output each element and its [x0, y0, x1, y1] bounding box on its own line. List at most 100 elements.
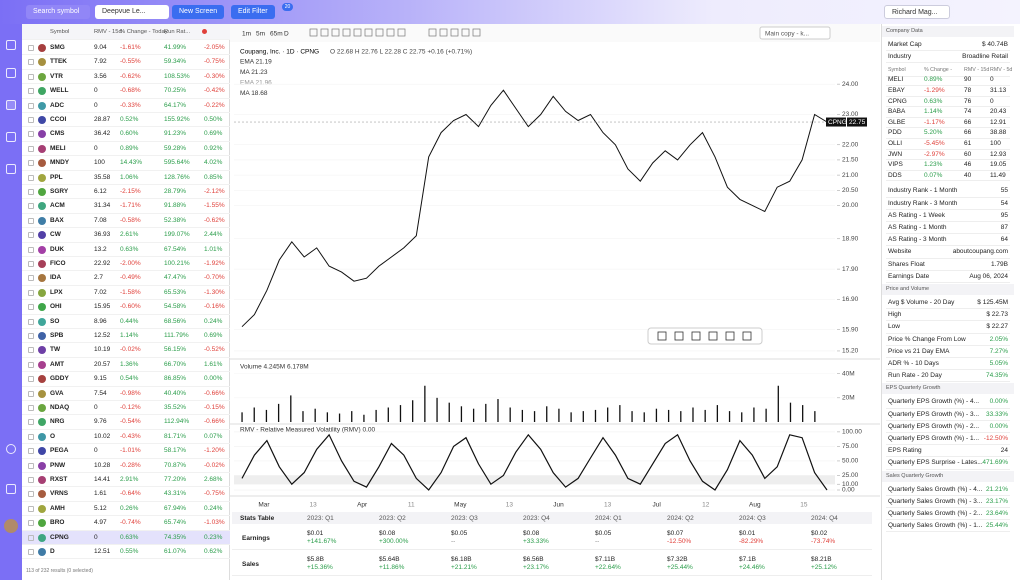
cell: ADC: [50, 101, 65, 109]
watchlist-row[interactable]: CW 36.93 2.61% 199.07% 2.44%: [22, 228, 230, 243]
drawing-tool: [657, 331, 667, 341]
watchlist-row[interactable]: WELL 0 -0.68% 70.25% -0.42%: [22, 84, 230, 99]
watchlist-row[interactable]: CMS 36.42 0.60% 91.23% 0.69%: [22, 127, 230, 142]
logo: [38, 58, 46, 67]
checkbox: [28, 491, 34, 498]
stats-value: $0.08: [523, 530, 540, 537]
cell: 81.71%: [164, 432, 187, 440]
watchlist-row[interactable]: IDA 2.7 -0.49% 47.47% -0.70%: [22, 271, 230, 286]
x-tick-label: 12: [702, 502, 710, 509]
nav-icon[interactable]: [6, 164, 16, 174]
cell: SO: [50, 317, 60, 325]
cell: -1.61%: [120, 44, 141, 51]
watchlist-select[interactable]: Deepvue Le...: [95, 5, 169, 19]
watchlist-row[interactable]: NRG 9.76 -0.54% 112.94% -0.66%: [22, 415, 230, 430]
watchlist-row[interactable]: LPX 7.02 -1.58% 65.53% -1.30%: [22, 286, 230, 301]
watchlist-row[interactable]: DUK 13.2 0.63% 67.54% 1.01%: [22, 243, 230, 257]
cell: 4.97: [94, 519, 107, 527]
cell: 65.74%: [164, 519, 187, 527]
watchlist-row[interactable]: ADC 0 -0.33% 64.17% -0.22%: [22, 99, 230, 113]
watchlist-row[interactable]: BRO 4.97 -0.74% 65.74% -1.03%: [22, 516, 230, 531]
cell: -2.15%: [120, 188, 141, 195]
nav-icon[interactable]: [6, 68, 16, 78]
nav-icon[interactable]: [6, 132, 16, 142]
watchlist-row[interactable]: VRNS 1.61 -0.64% 43.31% -0.75%: [22, 487, 230, 502]
stats-value: $0.02: [811, 530, 828, 537]
logo: [38, 202, 46, 211]
volume-bar: [607, 407, 609, 422]
watchlist-row[interactable]: MELI 0 0.89% 59.28% 0.92%: [22, 142, 230, 157]
stats-change: +141.67%: [307, 538, 337, 545]
logo: [38, 360, 46, 369]
cell: -1.03%: [204, 519, 225, 527]
new-screen-button[interactable]: New Screen: [172, 5, 225, 19]
watchlist-row[interactable]: D 12.51 0.55% 61.07% 0.62%: [22, 545, 230, 560]
cell: -2.05%: [204, 44, 225, 51]
cell: 0.63%: [120, 533, 139, 541]
watchlist-row[interactable]: PEGA 0 -1.01% 58.17% -1.20%: [22, 444, 230, 459]
logo: [38, 375, 46, 384]
watchlist-row[interactable]: FICO 22.92 -2.00% 100.21% -1.92%: [22, 257, 230, 272]
watchlist-row[interactable]: TW 10.19 -0.02% 56.15% -0.52%: [22, 343, 230, 358]
logo: [38, 274, 46, 283]
kv-row: Quarterly EPS Growth (%) - 4... 0.00%: [886, 396, 1010, 409]
watchlist-row[interactable]: TTEK 7.92 -0.55% 59.34% -0.75%: [22, 55, 230, 70]
watchlist-row[interactable]: SPB 12.52 1.14% 111.79% 0.69%: [22, 329, 230, 344]
stats-change: --: [451, 538, 456, 545]
search-box[interactable]: Search symbol: [26, 5, 90, 19]
watchlist-row[interactable]: GDDY 9.15 0.54% 86.85% 0.00%: [22, 372, 230, 387]
peer-cell: 0: [990, 97, 994, 105]
kv-label: AS Rating - 1 Month: [888, 224, 947, 231]
logo: [38, 504, 46, 513]
cell: 0.24%: [204, 504, 223, 512]
cell: 10.28: [94, 461, 111, 469]
stats-change: +300.00%: [379, 538, 409, 545]
peer-row: PDD 5.20% 66 38.88: [886, 128, 1010, 139]
logo: [38, 317, 46, 326]
drawing-toolbar: [647, 327, 763, 345]
cell: 2.7: [94, 274, 104, 282]
volume-bar: [546, 406, 548, 422]
edit-filter-button[interactable]: Edit Filter: [231, 5, 275, 19]
avatar[interactable]: [4, 519, 18, 533]
watchlist-row[interactable]: AMT 20.57 1.36% 66.70% 1.61%: [22, 358, 230, 373]
cell: 54.58%: [164, 303, 187, 311]
watchlist-row[interactable]: SMG 9.04 -1.61% 41.99% -2.05%: [22, 41, 230, 56]
watchlist-row[interactable]: MNDY 100 14.43% 595.64% 4.02%: [22, 156, 230, 171]
watchlist-row[interactable]: AMH 5.12 0.26% 67.94% 0.24%: [22, 502, 230, 517]
watchlist-row[interactable]: CPNG 0 0.63% 74.35% 0.23%: [22, 530, 230, 545]
watchlist-row[interactable]: SO 8.96 0.44% 68.56% 0.24%: [22, 315, 230, 329]
kv-label: Quarterly Sales Growth (%) - 2...: [888, 510, 983, 517]
watchlist-row[interactable]: GVA 7.54 -0.98% 40.40% -0.66%: [22, 387, 230, 401]
watchlist-row[interactable]: NDAQ 0 -0.12% 35.52% -0.15%: [22, 401, 230, 416]
checkbox: [28, 246, 34, 253]
watchlist-row[interactable]: SGRY 6.12 -2.15% 28.79% -2.12%: [22, 185, 230, 200]
timeframe: 5m: [256, 31, 265, 38]
cell: 0: [94, 404, 98, 411]
tool-icon: [342, 28, 351, 37]
y-tick-label: 21.00: [842, 172, 859, 179]
help-icon[interactable]: [6, 444, 16, 454]
watchlist-row[interactable]: RXST 14.41 2.91% 77.20% 2.68%: [22, 473, 230, 488]
watchlist-row[interactable]: O 10.02 -0.43% 81.71% 0.07%: [22, 430, 230, 445]
watchlist-row[interactable]: VTR 3.56 -0.62% 108.53% -0.30%: [22, 70, 230, 85]
kv-row: Run Rate - 20 Day 74.35%: [886, 370, 1010, 383]
logo: [38, 173, 46, 182]
stats-column: 2023: Q4: [523, 515, 550, 522]
watchlist-row[interactable]: PNW 10.28 -0.28% 70.87% -0.02%: [22, 459, 230, 473]
volume-bar: [302, 411, 304, 422]
settings-icon[interactable]: [6, 484, 16, 494]
watchlist-row[interactable]: BAX 7.08 -0.58% 52.38% -0.62%: [22, 214, 230, 229]
cell: 28.79%: [164, 188, 187, 195]
kv-row: Industry Rank - 3 Month 54: [886, 198, 1010, 210]
watchlist-row[interactable]: CCOI 28.87 0.52% 155.92% 0.50%: [22, 113, 230, 128]
watchlist-row[interactable]: PPL 35.58 1.06% 128.76% 0.85%: [22, 171, 230, 185]
watchlist-row[interactable]: ACM 31.34 -1.71% 91.88% -1.55%: [22, 199, 230, 214]
watchlist-row[interactable]: OHI 15.95 -0.60% 54.58% -0.16%: [22, 300, 230, 315]
nav-icon[interactable]: [6, 100, 16, 110]
kv-label: Shares Float: [888, 260, 925, 268]
panel-select[interactable]: Richard Mag...: [884, 5, 950, 19]
stats-value: $0.01: [307, 530, 324, 537]
logo: [38, 231, 46, 240]
nav-icon[interactable]: [6, 40, 16, 50]
